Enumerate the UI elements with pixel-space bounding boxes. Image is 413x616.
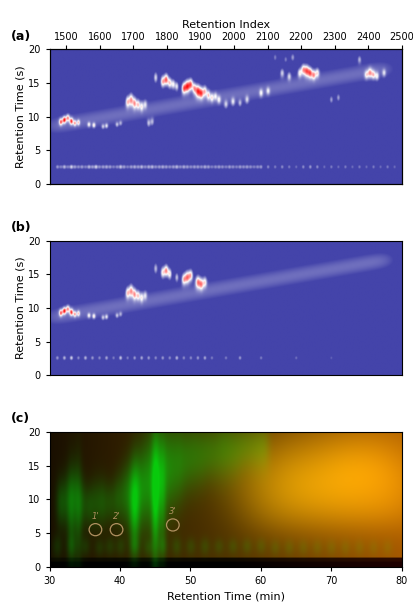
Text: (c): (c) xyxy=(11,412,30,425)
X-axis label: Retention Time (min): Retention Time (min) xyxy=(166,591,284,601)
X-axis label: Retention Index: Retention Index xyxy=(181,20,269,30)
Text: (b): (b) xyxy=(11,221,31,234)
Text: 2': 2' xyxy=(112,512,120,521)
Y-axis label: Retention Time (s): Retention Time (s) xyxy=(15,257,26,359)
Text: (a): (a) xyxy=(11,30,31,43)
Text: 1': 1' xyxy=(91,512,99,521)
Y-axis label: Retention Time (s): Retention Time (s) xyxy=(15,65,26,168)
Text: 3': 3' xyxy=(169,507,176,516)
